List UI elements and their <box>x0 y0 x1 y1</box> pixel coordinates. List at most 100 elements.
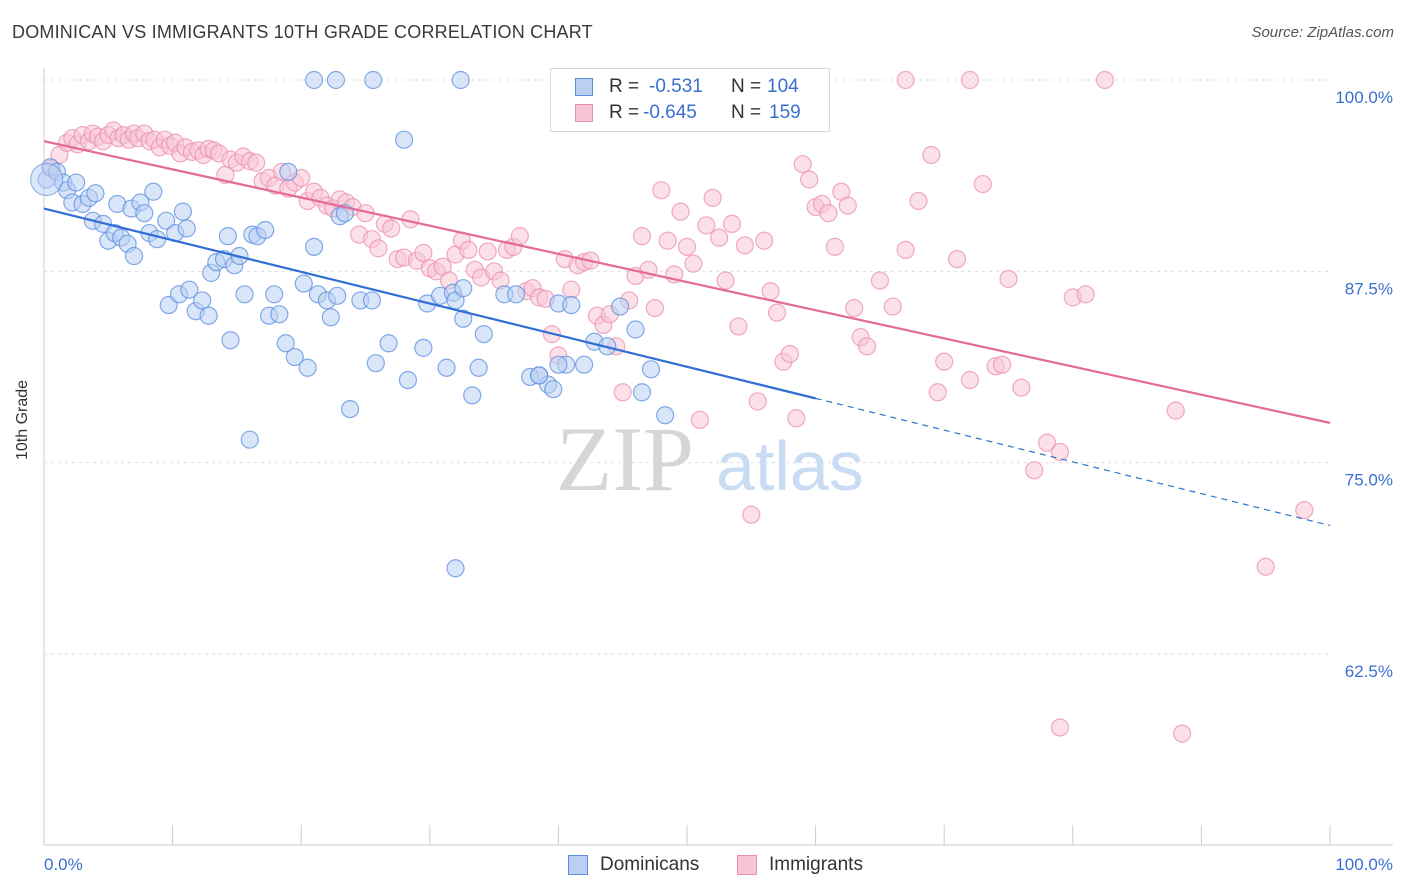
r-value: -0.645 <box>643 102 697 123</box>
dominican-point <box>366 354 385 373</box>
dominican-point <box>276 334 295 353</box>
immigrant-point <box>613 383 632 402</box>
dominican-point <box>221 331 240 350</box>
dominican-point <box>340 399 360 419</box>
immigrant-point <box>909 191 928 211</box>
dominican-point <box>530 366 549 385</box>
dominican-point <box>326 70 346 90</box>
immigrant-point <box>710 228 729 247</box>
legend-swatch-dominicans <box>575 78 593 96</box>
dominican-point <box>626 320 645 339</box>
watermark-atlas: atlas <box>716 427 864 505</box>
immigrant-point <box>658 231 677 250</box>
dominican-point <box>463 386 482 405</box>
legend-row-dominicans: R = -0.531 N = 104 <box>551 74 829 100</box>
dominican-point <box>549 355 568 374</box>
legend-item-immigrants[interactable]: Immigrants <box>737 852 887 878</box>
points-layer <box>29 70 1314 743</box>
legend-label-dominicans: Dominicans <box>600 854 700 875</box>
dominican-point <box>474 324 493 344</box>
n-label: N = <box>731 102 762 123</box>
dominican-point <box>394 130 414 149</box>
dominican-point <box>454 279 473 298</box>
label-layer: 62.5% 75.0% 87.5% 100.0% 0.0% 100.0% <box>44 88 1393 874</box>
dominican-point <box>321 308 340 327</box>
immigrant-point <box>845 298 864 318</box>
dominican-point <box>235 285 254 304</box>
immigrant-point <box>857 337 877 356</box>
dominican-point <box>469 358 488 377</box>
immigrants-trend-line <box>43 140 1331 424</box>
dominican-point <box>157 211 176 230</box>
dominican-point <box>575 355 594 374</box>
immigrant-point <box>697 216 716 235</box>
dominican-point <box>135 204 154 223</box>
immigrant-point <box>896 240 915 260</box>
dominican-point <box>180 280 199 299</box>
dominican-point <box>304 237 324 256</box>
immigrant-point <box>992 355 1012 374</box>
dominican-point <box>298 358 317 377</box>
immigrant-point <box>825 237 844 256</box>
dominican-point <box>148 230 167 249</box>
immigrant-point <box>632 227 652 246</box>
immigrant-point <box>1173 724 1192 743</box>
immigrant-point <box>510 227 529 246</box>
axis-layer <box>43 68 1393 846</box>
n-value: 104 <box>767 76 799 97</box>
y-tick-label: 75.0% <box>1345 471 1393 490</box>
dominican-point <box>177 219 196 238</box>
immigrant-point <box>722 214 742 233</box>
immigrant-point <box>780 344 799 364</box>
immigrant-point <box>793 155 812 174</box>
dominican-point <box>199 306 218 325</box>
trend-layer <box>43 140 1331 527</box>
immigrant-point <box>382 219 401 238</box>
dominican-point <box>437 358 456 377</box>
dominican-point <box>544 380 563 399</box>
y-tick-label: 87.5% <box>1345 279 1393 298</box>
legend-label-immigrants: Immigrants <box>769 854 863 875</box>
dominican-point <box>451 70 470 90</box>
legend-swatch-dominicans <box>568 855 588 875</box>
dominican-point <box>218 227 237 246</box>
immigrant-point <box>819 204 838 223</box>
r-label: R = <box>609 102 640 123</box>
dominican-point <box>506 285 526 304</box>
dominican-point <box>270 305 289 324</box>
immigrant-point <box>729 317 748 336</box>
dominican-point <box>240 430 259 449</box>
legend-swatch-immigrants <box>737 855 757 875</box>
dominican-point <box>641 360 661 379</box>
source-label: Source: ZipAtlas.com <box>1251 24 1394 41</box>
immigrant-point <box>684 254 703 273</box>
legend-item-dominicans[interactable]: Dominicans <box>568 852 728 878</box>
immigrant-point <box>960 70 980 90</box>
dominican-point <box>285 347 304 367</box>
dominican-point <box>279 162 298 181</box>
dominican-point <box>362 291 382 310</box>
immigrant-point <box>922 145 941 165</box>
immigrant-point <box>478 242 497 261</box>
n-value: 159 <box>769 102 801 123</box>
immigrant-point <box>1012 378 1031 397</box>
y-tick-label: 100.0% <box>1335 88 1393 107</box>
legend-row-immigrants: R = -0.645 N = 159 <box>551 100 829 126</box>
immigrant-point <box>1050 718 1070 737</box>
watermark-zip: ZIP <box>556 408 694 510</box>
dominican-point <box>611 297 630 316</box>
dominican-point <box>256 220 275 240</box>
r-label: R = <box>609 76 640 97</box>
immigrant-point <box>947 249 967 269</box>
immigrant-point <box>459 240 478 260</box>
immigrant-point <box>677 237 697 256</box>
immigrant-point <box>645 298 664 318</box>
dominican-point <box>398 370 418 390</box>
dominican-point <box>304 70 324 90</box>
dominican-point-large <box>29 162 64 197</box>
dominican-point <box>632 383 652 402</box>
immigrant-point <box>690 410 709 429</box>
dominican-point <box>656 406 675 425</box>
dominican-point <box>144 182 163 201</box>
